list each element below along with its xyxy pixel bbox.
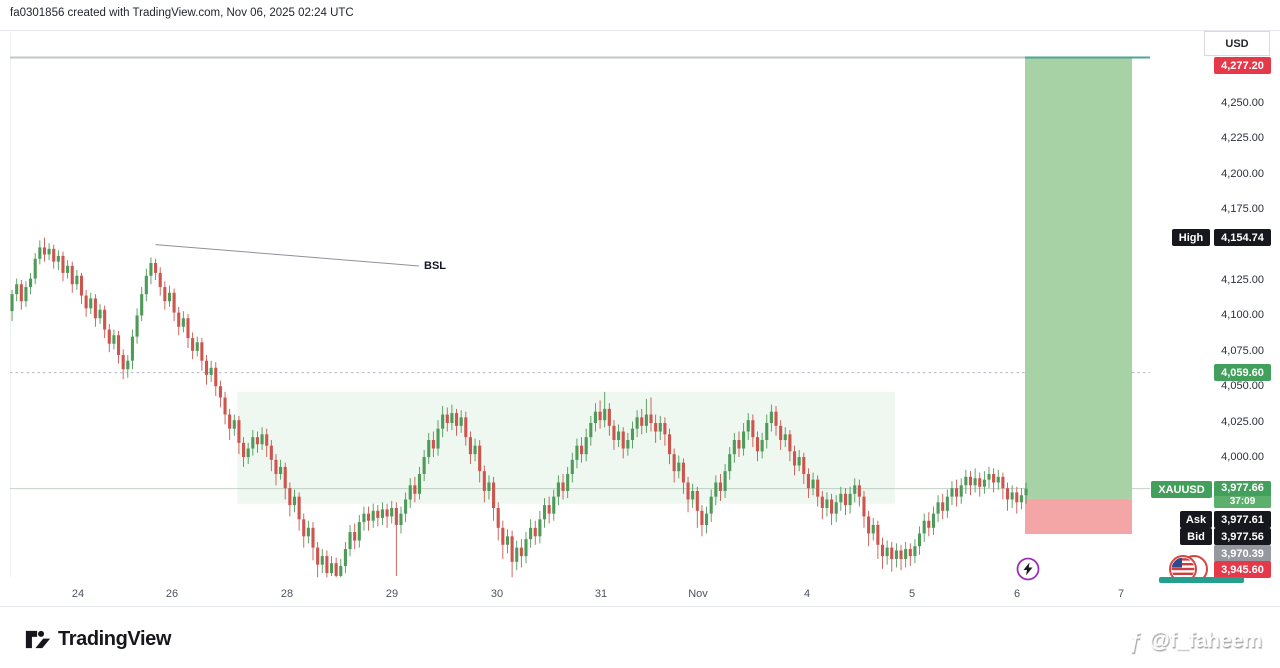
time-tick-label: 6 — [1013, 588, 1021, 600]
us-flag-icon[interactable] — [1161, 553, 1209, 585]
time-tick-label: 5 — [908, 588, 916, 600]
time-tick-label: 24 — [71, 588, 85, 600]
price-tick-label: 4,250.00 — [1221, 97, 1264, 109]
price-tick-label: 4,050.00 — [1221, 380, 1264, 393]
tradingview-logo-text: TradingView — [58, 628, 172, 650]
time-tick-label: 29 — [385, 588, 399, 600]
time-tick-label: 26 — [165, 588, 179, 600]
tradingview-logo-mark — [25, 630, 51, 649]
bar-countdown: 37:09 — [1214, 496, 1271, 508]
price-tick-label: 4,000.00 — [1221, 451, 1264, 463]
long-position-loss-box — [1025, 498, 1132, 535]
currency-label: USD — [1204, 31, 1270, 56]
long-position-profit-box — [1025, 58, 1132, 499]
time-tick-label: 4 — [803, 588, 811, 600]
author-watermark: ƒ @f_faheem — [1129, 628, 1262, 654]
stop-price-badge: 3,945.60 — [1214, 561, 1271, 578]
author-logo-icon: ƒ — [1129, 628, 1142, 653]
target-price-badge: 4,277.20 — [1214, 57, 1271, 74]
time-tick-label: 7 — [1117, 588, 1125, 600]
candlestick-series — [10, 237, 1028, 578]
time-tick-label: 30 — [490, 588, 504, 600]
bid-label-badge: Bid — [1180, 528, 1212, 545]
high-label-badge: High — [1172, 229, 1210, 246]
frame-bottom-divider — [0, 606, 1280, 607]
level-price-badge: 4,059.60 — [1214, 364, 1271, 381]
high-price-badge: 4,154.74 — [1214, 229, 1271, 246]
time-tick-label: Nov — [688, 588, 708, 600]
ask-label-badge: Ask — [1180, 511, 1212, 528]
price-tick-label: 4,075.00 — [1221, 344, 1264, 357]
symbol-badge: XAUUSD — [1151, 481, 1212, 498]
last-price-badge: 3,977.66 37:09 — [1214, 481, 1271, 508]
time-tick-label: 31 — [594, 588, 608, 600]
price-tick-label: 4,125.00 — [1221, 274, 1264, 286]
attribution-text: fa0301856 created with TradingView.com, … — [10, 7, 354, 19]
author-handle: @f_faheem — [1149, 629, 1262, 652]
tradingview-logo[interactable]: TradingView — [25, 628, 171, 651]
price-tick-label: 4,200.00 — [1221, 167, 1264, 180]
session-bar — [1159, 577, 1244, 583]
header-divider — [0, 30, 1280, 31]
ask-price-badge: 3,977.61 — [1214, 511, 1271, 528]
price-tick-label: 4,100.00 — [1221, 309, 1264, 322]
bid-price-badge: 3,977.56 — [1214, 528, 1271, 545]
bsl-trendline — [155, 244, 420, 267]
price-tick-label: 4,175.00 — [1221, 203, 1264, 216]
lightning-icon[interactable] — [1015, 556, 1041, 582]
price-tick-label: 4,025.00 — [1221, 415, 1264, 428]
entry-price-badge: 3,970.39 — [1214, 545, 1271, 562]
price-tick-label: 4,225.00 — [1221, 132, 1264, 145]
bsl-annotation-label: BSL — [424, 260, 446, 272]
time-tick-label: 28 — [280, 588, 294, 600]
last-price-value: 3,977.66 — [1221, 482, 1264, 494]
